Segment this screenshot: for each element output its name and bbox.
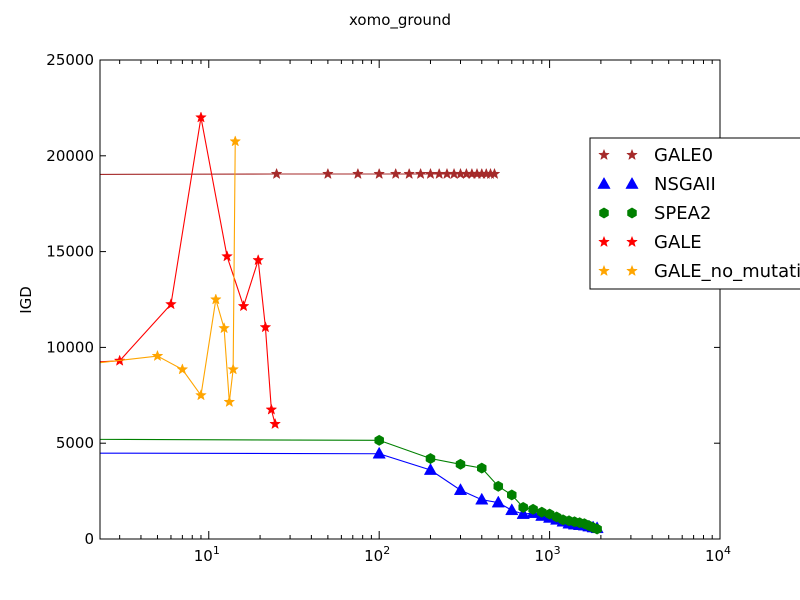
data-point — [321, 167, 334, 180]
data-point — [372, 446, 386, 459]
data-point — [165, 298, 177, 310]
legend-marker — [626, 264, 638, 277]
data-point — [270, 167, 283, 180]
data-point — [505, 503, 519, 516]
legend-label: GALE_no_mutation — [654, 261, 800, 282]
y-tick-label: 5000 — [56, 434, 94, 452]
legend-label: GALE0 — [654, 145, 713, 166]
data-point — [252, 254, 265, 266]
y-tick-label: 15000 — [46, 243, 94, 261]
legend-entry: NSGAII — [597, 174, 716, 195]
data-point — [374, 434, 384, 446]
data-point — [229, 135, 242, 147]
series-line — [100, 117, 276, 425]
series-nsgaii — [100, 446, 604, 534]
legend: GALE0 NSGAII SPEA2 GALE GALE_no_mutation — [589, 137, 800, 290]
data-point — [195, 111, 207, 123]
series-gale-no-mutation — [100, 135, 242, 408]
data-point — [424, 167, 437, 180]
data-point — [265, 403, 278, 415]
series-group — [100, 111, 604, 535]
legend-entry: GALE — [598, 232, 702, 253]
data-point — [455, 458, 466, 470]
legend-marker — [598, 235, 610, 248]
y-tick-label: 25000 — [46, 51, 94, 69]
data-point — [195, 389, 207, 401]
legend-marker — [597, 176, 611, 189]
data-point — [592, 523, 602, 535]
data-point — [209, 293, 222, 305]
data-point — [414, 167, 427, 180]
plot-area — [100, 111, 604, 535]
y-tick-label: 20000 — [46, 147, 94, 165]
data-point — [223, 395, 236, 408]
data-point — [373, 167, 386, 180]
data-point — [269, 417, 282, 430]
x-tick-label: 101 — [194, 544, 220, 565]
data-point — [259, 321, 272, 333]
chart-title: xomo_ground — [349, 11, 451, 30]
data-point — [518, 501, 528, 513]
legend-box — [589, 137, 800, 290]
series-spea2 — [100, 434, 602, 535]
data-point — [227, 363, 240, 375]
legend-label: GALE — [654, 232, 702, 253]
data-point — [493, 480, 504, 492]
data-point — [507, 489, 517, 501]
x-tick-label: 104 — [705, 544, 731, 565]
series-gale0 — [100, 167, 501, 180]
data-point — [491, 495, 505, 508]
data-point — [221, 250, 233, 262]
data-point — [544, 508, 555, 520]
data-point — [477, 462, 487, 474]
data-point — [537, 506, 547, 518]
x-tick-label: 102 — [364, 544, 390, 565]
data-point — [488, 167, 501, 180]
legend-marker — [626, 235, 638, 248]
data-point — [423, 463, 438, 475]
legend-marker — [625, 176, 639, 189]
y-tick-label: 10000 — [46, 338, 94, 356]
legend-marker — [598, 264, 610, 277]
legend-marker — [599, 207, 609, 219]
legend-entry: SPEA2 — [599, 203, 711, 224]
data-point — [475, 492, 489, 505]
data-point — [389, 167, 402, 180]
legend-marker — [598, 148, 610, 161]
legend-entry: GALE_no_mutation — [598, 261, 800, 282]
y-tick-label: 0 — [84, 530, 94, 548]
legend-marker — [626, 148, 638, 161]
data-point — [403, 167, 416, 180]
y-axis-label: IGD — [17, 286, 35, 314]
axes: 0 5000 10000 15000 20000 25000 101 102 103 104 — [46, 51, 731, 565]
legend-label: NSGAII — [654, 174, 716, 195]
data-point — [425, 453, 436, 465]
x-tick-label: 103 — [535, 544, 561, 565]
data-point — [151, 349, 164, 362]
legend-entry: GALE0 — [598, 145, 713, 166]
data-point — [237, 299, 250, 312]
data-point — [516, 507, 530, 519]
data-point — [351, 167, 364, 180]
axes-frame — [99, 59, 721, 540]
legend-marker — [627, 207, 637, 219]
data-point — [218, 322, 231, 334]
data-point — [453, 483, 468, 495]
data-point — [528, 503, 538, 515]
data-point — [176, 363, 189, 375]
legend-label: SPEA2 — [654, 203, 711, 224]
